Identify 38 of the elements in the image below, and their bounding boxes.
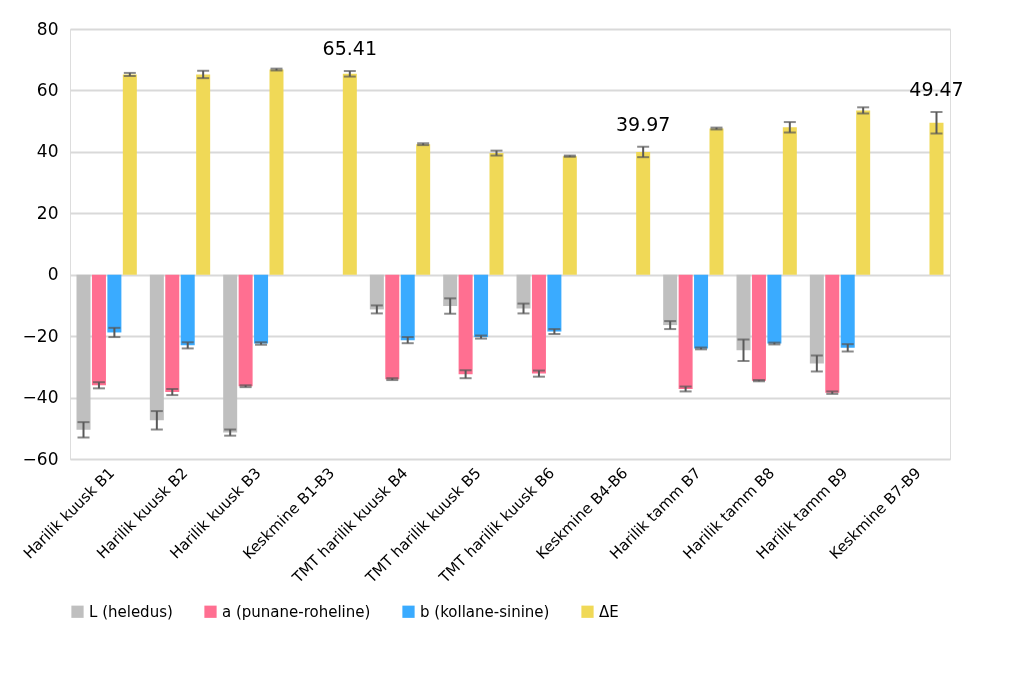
y-tick-label: 40: [36, 141, 59, 162]
data-label: 49.47: [909, 78, 964, 101]
y-tick-label: −40: [22, 387, 59, 408]
legend-label: L (heledus): [89, 602, 173, 621]
bar: [474, 274, 489, 338]
bar: [516, 274, 531, 309]
bar: [929, 122, 944, 275]
y-tick-label: 20: [36, 202, 59, 223]
bar: [809, 274, 824, 364]
y-tick-label: −60: [22, 448, 59, 469]
bar: [76, 274, 91, 430]
legend-label: ΔE: [599, 602, 619, 621]
bar: [122, 74, 137, 275]
bar: [238, 274, 253, 387]
legend-label: b (kollane-sinine): [420, 602, 550, 621]
y-tick-label: 80: [36, 18, 59, 39]
bar: [254, 274, 269, 344]
bar: [269, 69, 284, 275]
bar: [636, 151, 651, 275]
y-tick-label: −20: [22, 325, 59, 346]
bar: [709, 128, 724, 275]
bar: [149, 274, 164, 421]
bar: [751, 274, 766, 381]
bar: [562, 156, 577, 275]
y-tick-label: 0: [47, 264, 59, 285]
legend-label: a (punane-roheline): [222, 602, 371, 621]
bar: [767, 274, 782, 344]
data-label: 39.97: [615, 112, 671, 135]
data-label: 65.41: [322, 37, 378, 60]
bar: [385, 274, 400, 380]
bar: [736, 274, 751, 351]
bar: [782, 127, 797, 275]
y-tick-label: 60: [36, 79, 59, 100]
bar: [694, 274, 709, 349]
bar: [443, 274, 458, 307]
bar: [825, 274, 840, 393]
bar: [107, 274, 122, 333]
bar: [416, 144, 431, 275]
